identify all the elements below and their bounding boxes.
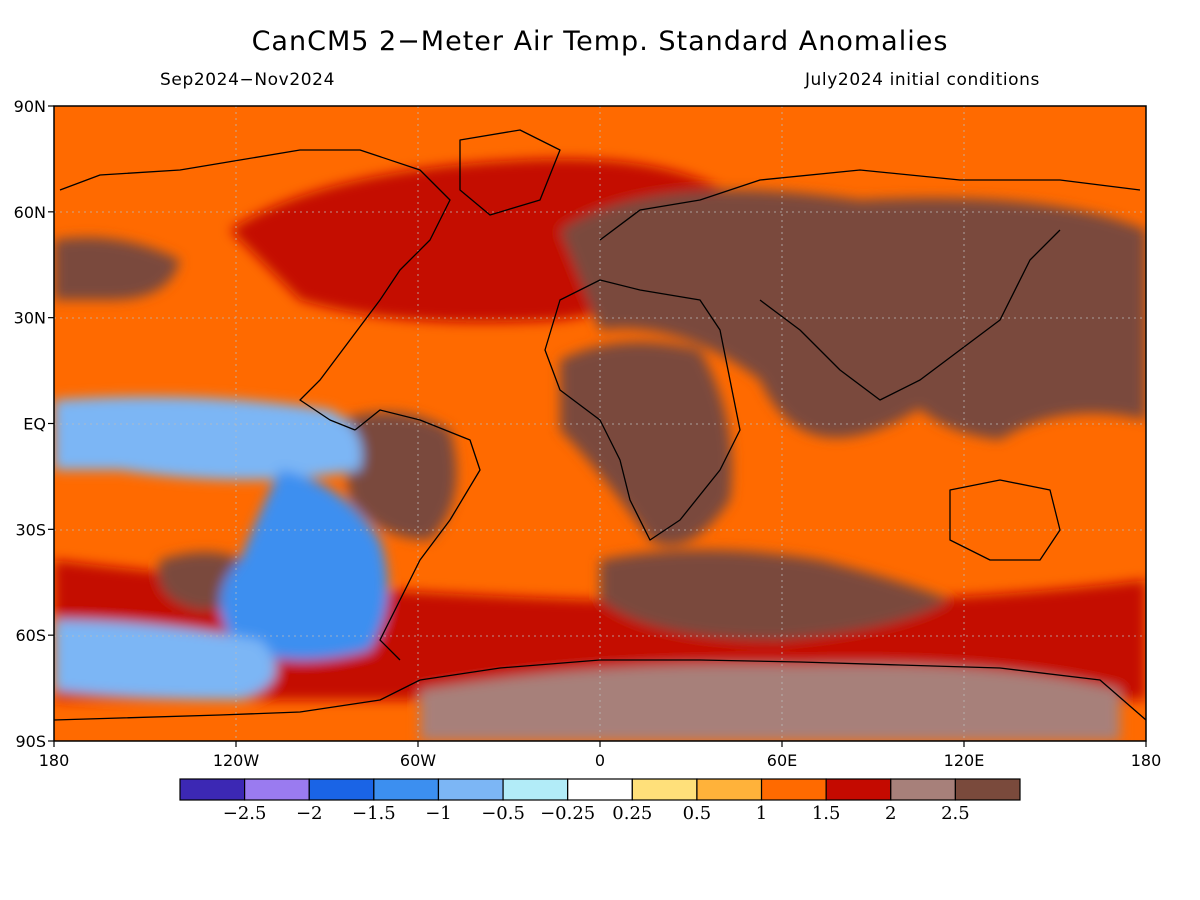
colorbar: −2.5 −2 −1.5 −1 −0.5 −0.25 0.25 0.5 1 1.5 2 2.5 <box>179 778 1021 824</box>
colorbar-swatch <box>825 778 892 801</box>
colorbar-swatch <box>502 778 569 801</box>
colorbar-label: 2.5 <box>941 803 970 824</box>
colorbar-label: −1.5 <box>352 803 396 824</box>
colorbar-label: −2 <box>296 803 323 824</box>
map-field <box>54 106 1146 741</box>
lon-tick-label: 180 <box>39 751 70 770</box>
south-pacific-cool <box>220 470 388 660</box>
lat-tick-label: EQ <box>23 415 46 434</box>
colorbar-swatch <box>373 778 440 801</box>
eurasia-warm <box>873 227 1146 440</box>
colorbar-label: −2.5 <box>223 803 267 824</box>
lat-tick-label: 30N <box>14 309 46 328</box>
colorbar-swatch <box>244 778 310 801</box>
colorbar-swatch <box>631 778 698 801</box>
forecast-period: Sep2024−Nov2024 <box>160 70 335 90</box>
colorbar-swatch <box>696 778 763 801</box>
lat-tick-label: 90N <box>14 97 46 116</box>
colorbar-swatch <box>954 778 1021 801</box>
colorbar-label: 2 <box>885 803 896 824</box>
latitude-axis: 90N 60N 30N EQ 30S 60S 90S <box>14 97 54 751</box>
colorbar-label: 1.5 <box>812 803 841 824</box>
lon-tick-label: 60E <box>767 751 797 770</box>
colorbar-swatch <box>567 778 633 801</box>
colorbar-label: −1 <box>425 803 452 824</box>
initial-conditions-label: July2024 initial conditions <box>804 70 1040 90</box>
lat-tick-label: 60S <box>15 626 46 645</box>
longitude-axis: 180 120W 60W 0 60E 120E 180 <box>39 741 1162 770</box>
gridlines <box>54 106 1146 741</box>
antarctica-warm <box>420 664 1120 741</box>
colorbar-label: 0.25 <box>612 803 652 824</box>
lon-tick-label: 120E <box>944 751 985 770</box>
map-title: CanCM5 2−Meter Air Temp. Standard Anomal… <box>251 26 949 57</box>
northwest-pacific-warm <box>54 237 180 300</box>
tropical-pacific-cool <box>54 396 362 480</box>
africa-warm <box>600 550 950 640</box>
eurasia-warm <box>340 412 457 540</box>
coastlines <box>54 129 1146 721</box>
lon-tick-label: 60W <box>400 751 436 770</box>
colorbar-swatch <box>437 778 504 801</box>
tropical-pacific-cool <box>54 620 276 700</box>
lat-tick-label: 60N <box>14 203 46 222</box>
colorbar-swatch <box>179 778 246 801</box>
africa-warm <box>560 342 732 545</box>
colorbar-label: 1 <box>756 803 767 824</box>
colorbar-label: −0.5 <box>481 803 525 824</box>
lon-tick-label: 0 <box>595 751 605 770</box>
colorbar-swatch <box>890 778 956 801</box>
colorbar-label: 0.5 <box>683 803 712 824</box>
lon-tick-label: 180 <box>1131 751 1162 770</box>
colorbar-swatch <box>308 778 375 801</box>
colorbar-swatch <box>760 778 827 801</box>
colorbar-label: −0.25 <box>540 803 595 824</box>
anomaly-shading <box>54 158 1146 741</box>
lat-tick-label: 30S <box>15 520 46 539</box>
lon-tick-label: 120W <box>213 751 260 770</box>
lat-tick-label: 90S <box>15 732 46 751</box>
